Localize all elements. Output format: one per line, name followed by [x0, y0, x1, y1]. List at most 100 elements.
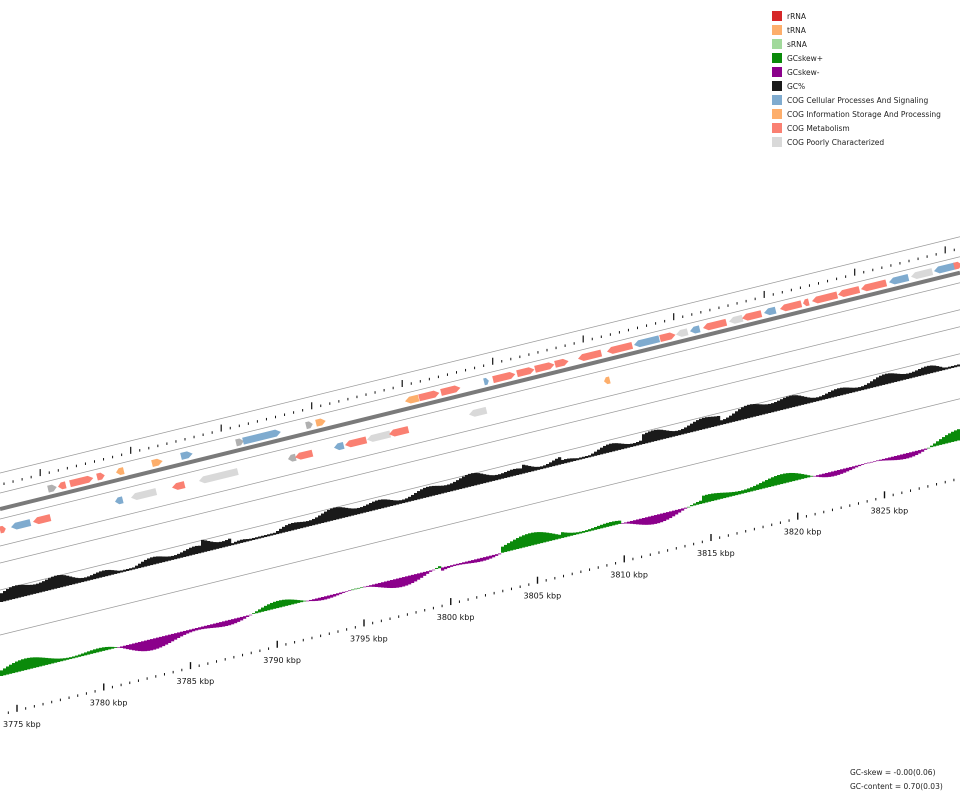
gc-skew-negative-bar — [249, 614, 253, 616]
gc-bar — [432, 485, 436, 496]
gc-skew-positive-bar — [543, 532, 547, 543]
gc-skew-negative-bar — [921, 449, 925, 452]
gc-skew-negative-bar — [879, 459, 883, 461]
gc-bar — [522, 464, 526, 474]
gc-bar — [600, 447, 604, 455]
gc-bar — [516, 468, 520, 476]
gc-bar — [630, 443, 634, 447]
gc-bar — [561, 459, 565, 464]
gc-skew-negative-bar — [498, 553, 502, 555]
gene-arrow — [578, 349, 603, 361]
track-line — [0, 309, 960, 547]
gc-bar — [279, 528, 283, 534]
gc-bar — [627, 443, 631, 448]
gene-arrow — [96, 472, 105, 481]
gc-bar — [507, 470, 511, 478]
gc-bar — [513, 468, 517, 476]
gc-bar — [945, 367, 949, 370]
gc-bar — [60, 574, 64, 588]
gc-skew-positive-bar — [555, 534, 559, 540]
gc-bar — [84, 577, 88, 582]
gc-bar — [645, 432, 649, 444]
track-line — [0, 326, 960, 564]
gc-bar — [534, 466, 538, 471]
gc-bar — [801, 396, 805, 405]
gene-arrow — [764, 306, 777, 316]
gc-skew-positive-bar — [111, 646, 115, 649]
gc-skew-positive-bar — [513, 539, 517, 550]
gc-skew-negative-bar — [465, 561, 469, 564]
gc-skew-negative-bar — [120, 646, 124, 648]
gc-skew-positive-bar — [279, 600, 283, 608]
legend-swatch — [772, 25, 782, 35]
gc-skew-negative-bar — [897, 455, 901, 460]
gc-skew-negative-bar — [471, 560, 475, 564]
gc-bar — [42, 581, 46, 592]
gc-bar — [444, 485, 448, 493]
legend-label: GC% — [787, 81, 806, 91]
gc-bar — [102, 570, 106, 577]
position-labels: 3775 kbp 3780 kbp 3785 kbp 3790 kbp 3795 kbp… — [3, 506, 908, 728]
gc-bar — [174, 555, 178, 560]
track-line — [0, 256, 960, 494]
gc-skew-positive-bar — [798, 473, 802, 480]
gc-skew-negative-bar — [369, 585, 373, 587]
gc-bar — [702, 417, 706, 430]
feature-track — [0, 261, 960, 534]
gc-skew-positive-bar — [270, 602, 274, 610]
stats-panel: GC-skew = -0.00(0.06) GC-content = 0.70(… — [850, 766, 943, 794]
gc-skew-negative-bar — [870, 461, 874, 463]
gc-skew-negative-bar — [174, 633, 178, 640]
gc-skew-negative-bar — [681, 508, 685, 511]
gc-bar — [474, 472, 478, 486]
gc-skew-positive-bar — [360, 587, 364, 588]
gene-arrow — [676, 328, 689, 337]
gc-bar — [921, 367, 925, 376]
gc-bar — [660, 429, 664, 440]
gc-skew-positive-bar — [3, 668, 7, 676]
gc-skew-positive-bar — [687, 506, 691, 508]
gc-skew-positive-bar — [54, 658, 58, 663]
gene-arrow — [889, 274, 910, 285]
gc-bar — [564, 459, 568, 464]
gene-arrow — [803, 298, 810, 307]
gc-bar — [618, 443, 622, 450]
legend-swatch — [772, 39, 782, 49]
gc-skew-negative-bar — [177, 632, 181, 638]
gc-skew-positive-bar — [732, 491, 736, 496]
gc-skew-negative-bar — [384, 581, 388, 588]
gc-bar — [150, 557, 154, 566]
gc-skew-positive-bar — [540, 532, 544, 544]
legend-label: GCskew+ — [787, 53, 824, 63]
gc-bar — [438, 485, 442, 495]
gc-skew-negative-bar — [117, 647, 121, 648]
gc-skew-positive-bar — [795, 473, 799, 481]
gc-skew-negative-bar — [666, 512, 670, 520]
gc-bar — [624, 443, 628, 449]
gc-bar — [429, 486, 433, 497]
gc-bar — [879, 375, 883, 386]
gc-skew-positive-bar — [804, 474, 808, 479]
gc-skew-positive-bar — [585, 530, 589, 533]
gc-bar — [783, 397, 787, 410]
gc-skew-negative-bar — [480, 557, 484, 562]
gc-bar — [384, 499, 388, 508]
gc-bar — [690, 423, 694, 433]
position-label: 3815 kbp — [697, 549, 735, 558]
gc-bar — [402, 499, 406, 504]
gc-bar — [105, 570, 109, 577]
gc-bar — [903, 373, 907, 380]
gc-bar — [177, 553, 181, 559]
gc-bar — [606, 444, 610, 453]
position-label: 3795 kbp — [350, 634, 388, 643]
gc-skew-negative-bar — [633, 520, 637, 525]
gc-bar — [183, 550, 187, 557]
gc-bar — [414, 492, 418, 501]
gc-bar — [849, 387, 853, 394]
legend-item: COG Cellular Processes And Signaling — [772, 93, 941, 107]
legend-swatch — [772, 109, 782, 119]
gc-skew-positive-bar — [300, 600, 304, 603]
gc-bar — [915, 370, 919, 377]
gc-skew-positive-bar — [690, 505, 694, 507]
